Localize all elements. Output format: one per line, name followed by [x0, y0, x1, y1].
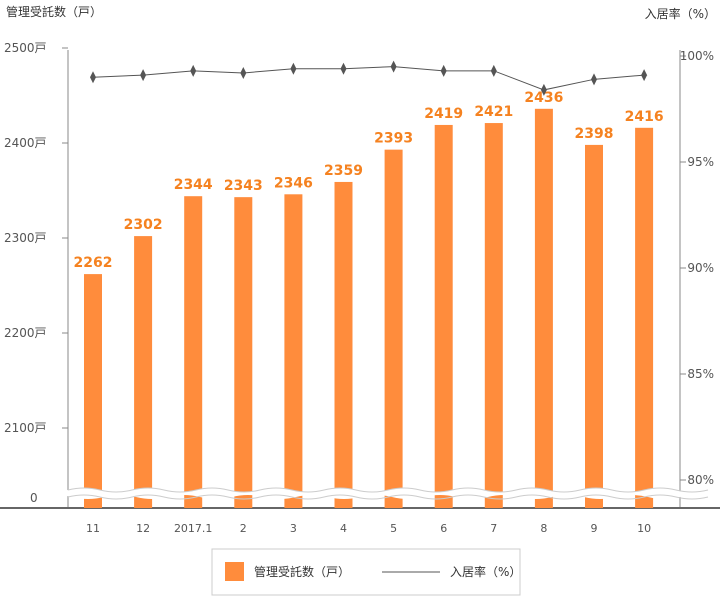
bar — [234, 197, 253, 508]
bar-series — [84, 108, 654, 509]
bar-value-label: 2302 — [124, 217, 163, 233]
occupancy-point — [591, 73, 597, 86]
legend-box — [211, 548, 521, 596]
right-tick-label: 95% — [687, 155, 714, 169]
bar-value-label: 2262 — [74, 255, 113, 271]
legend-line-label: 入居率（%） — [450, 564, 521, 579]
bar — [334, 181, 353, 508]
bar-value-label: 2421 — [474, 104, 513, 120]
category-label: 2017.1 — [174, 522, 213, 535]
left-axis-ticks: 2500戸 2400戸 2300戸 2200戸 2100戸 0 — [4, 41, 68, 505]
left-tick-label: 2200戸 — [4, 326, 47, 340]
bar-value-label: 2419 — [424, 106, 463, 122]
bar — [585, 144, 603, 508]
right-tick-label: 85% — [687, 367, 714, 381]
axis-break-band — [40, 488, 708, 499]
bar — [635, 127, 654, 509]
bar-value-label: 2359 — [324, 163, 363, 179]
occupancy-point — [140, 69, 147, 82]
category-label: 2 — [240, 522, 247, 535]
occupancy-point — [190, 64, 197, 77]
occupancy-point — [440, 64, 447, 77]
bar — [384, 149, 403, 508]
occupancy-point — [641, 69, 648, 82]
right-tick-label: 100% — [680, 49, 714, 63]
bar — [434, 124, 453, 508]
occupancy-point — [240, 66, 247, 79]
axis-break-edge — [67, 494, 709, 500]
occupancy-point — [540, 83, 547, 96]
bar — [484, 123, 503, 509]
bar-value-label: 2398 — [575, 126, 614, 142]
bar-value-label: 2416 — [625, 109, 664, 125]
bar-value-label: 2346 — [274, 175, 313, 191]
bar — [84, 274, 102, 508]
bar — [134, 236, 153, 508]
occupancy-point — [290, 62, 297, 75]
category-label: 9 — [591, 522, 598, 535]
right-axis-title: 入居率（%） — [645, 6, 716, 21]
occupancy-point — [390, 60, 397, 73]
category-label: 10 — [637, 522, 651, 535]
left-tick-label-zero: 0 — [30, 491, 38, 505]
category-label: 4 — [340, 522, 347, 535]
category-label: 5 — [390, 522, 397, 535]
bar — [534, 108, 553, 509]
occupancy-point — [90, 71, 96, 84]
left-tick-label: 2400戸 — [4, 136, 47, 150]
axis-break — [40, 487, 709, 500]
category-label: 3 — [290, 522, 297, 535]
bar-value-label: 2344 — [174, 177, 213, 193]
bar-value-label: 2436 — [524, 90, 563, 106]
right-tick-label: 80% — [687, 473, 714, 487]
left-axis-title: 管理受託数（戸） — [6, 4, 102, 19]
value-labels: 2262 2302 2344 2343 2346 2359 2393 2419 2421 2436… — [74, 90, 664, 271]
category-label: 6 — [440, 522, 447, 535]
line-series — [90, 60, 648, 96]
category-label: 8 — [540, 522, 547, 535]
legend: 管理受託数（戸） 入居率（%） — [211, 548, 521, 596]
category-label: 7 — [490, 522, 497, 535]
left-tick-label: 2300戸 — [4, 231, 47, 245]
bar-value-label: 2393 — [374, 131, 413, 147]
category-labels: 11 12 2017.1 2 3 4 5 6 7 8 9 10 — [86, 522, 651, 535]
occupancy-line — [92, 66, 645, 91]
right-axis-ticks: 100% 95% 90% 85% 80% — [680, 49, 714, 487]
category-label: 12 — [136, 522, 150, 535]
legend-bar-swatch — [225, 562, 244, 581]
occupancy-point — [490, 64, 497, 77]
legend-bar-label: 管理受託数（戸） — [254, 564, 350, 579]
category-label: 11 — [86, 522, 100, 535]
left-tick-label: 2100戸 — [4, 421, 47, 435]
axis-break-edge — [67, 487, 709, 493]
left-tick-label: 2500戸 — [4, 41, 47, 55]
bar — [184, 196, 203, 508]
right-tick-label: 90% — [687, 261, 714, 275]
occupancy-point — [340, 62, 347, 75]
bar — [284, 194, 303, 509]
bar-value-label: 2343 — [224, 178, 263, 194]
